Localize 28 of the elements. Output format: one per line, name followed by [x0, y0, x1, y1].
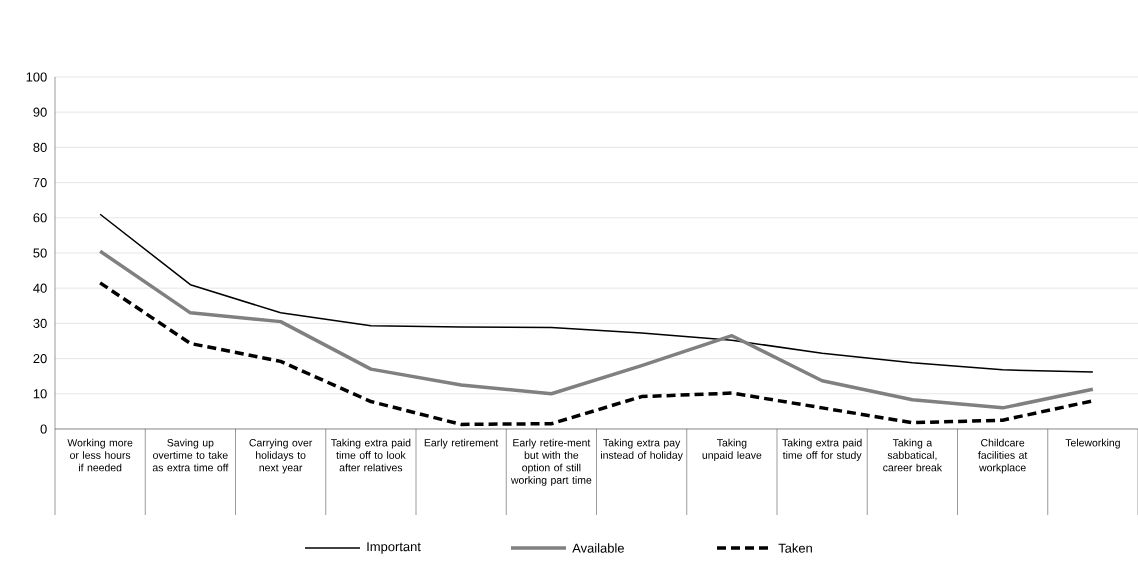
- y-tick-label: 100: [26, 72, 47, 82]
- line-series: [98, 249, 1095, 410]
- x-tick-label: Taking a sabbatical, career break: [883, 438, 943, 472]
- x-tick-label: Childcare facilities at workplace: [978, 438, 1028, 474]
- y-tick-label: 90: [33, 107, 47, 117]
- x-tick-label: Taking extra paid time off to look after relatives: [331, 438, 411, 472]
- y-tick-label: 60: [33, 213, 47, 223]
- x-tick-label: Teleworking: [1065, 438, 1120, 449]
- x-tick-label: Early retire-ment but with the option of still working part time: [510, 438, 592, 486]
- line-series: [99, 213, 1094, 373]
- y-tick-label: 40: [33, 283, 47, 293]
- y-tick-label: 80: [33, 142, 47, 152]
- y-tick-label: 0: [40, 424, 47, 434]
- legend-label: Taken: [778, 543, 812, 553]
- x-tick-label: Working more or less hours if needed: [67, 438, 133, 472]
- legend-label: Available: [572, 543, 624, 553]
- x-tick-label: Early retirement: [424, 438, 499, 449]
- y-tick-label: 50: [33, 248, 47, 258]
- x-tick-label: Saving up overtime to take as extra time off: [152, 438, 229, 472]
- y-tick-label: 30: [33, 318, 47, 328]
- y-tick-label: 20: [33, 354, 47, 364]
- y-tick-label: 70: [33, 178, 47, 188]
- x-tick-label: Taking extra paid time off for study: [782, 438, 862, 461]
- x-tick-label: Taking unpaid leave: [702, 438, 762, 461]
- y-tick-label: 10: [33, 389, 47, 399]
- x-tick-label: Carrying over holidays to next year: [249, 438, 313, 474]
- legend-label: Important: [367, 542, 421, 554]
- x-tick-label: Taking extra pay instead of holiday: [601, 438, 683, 461]
